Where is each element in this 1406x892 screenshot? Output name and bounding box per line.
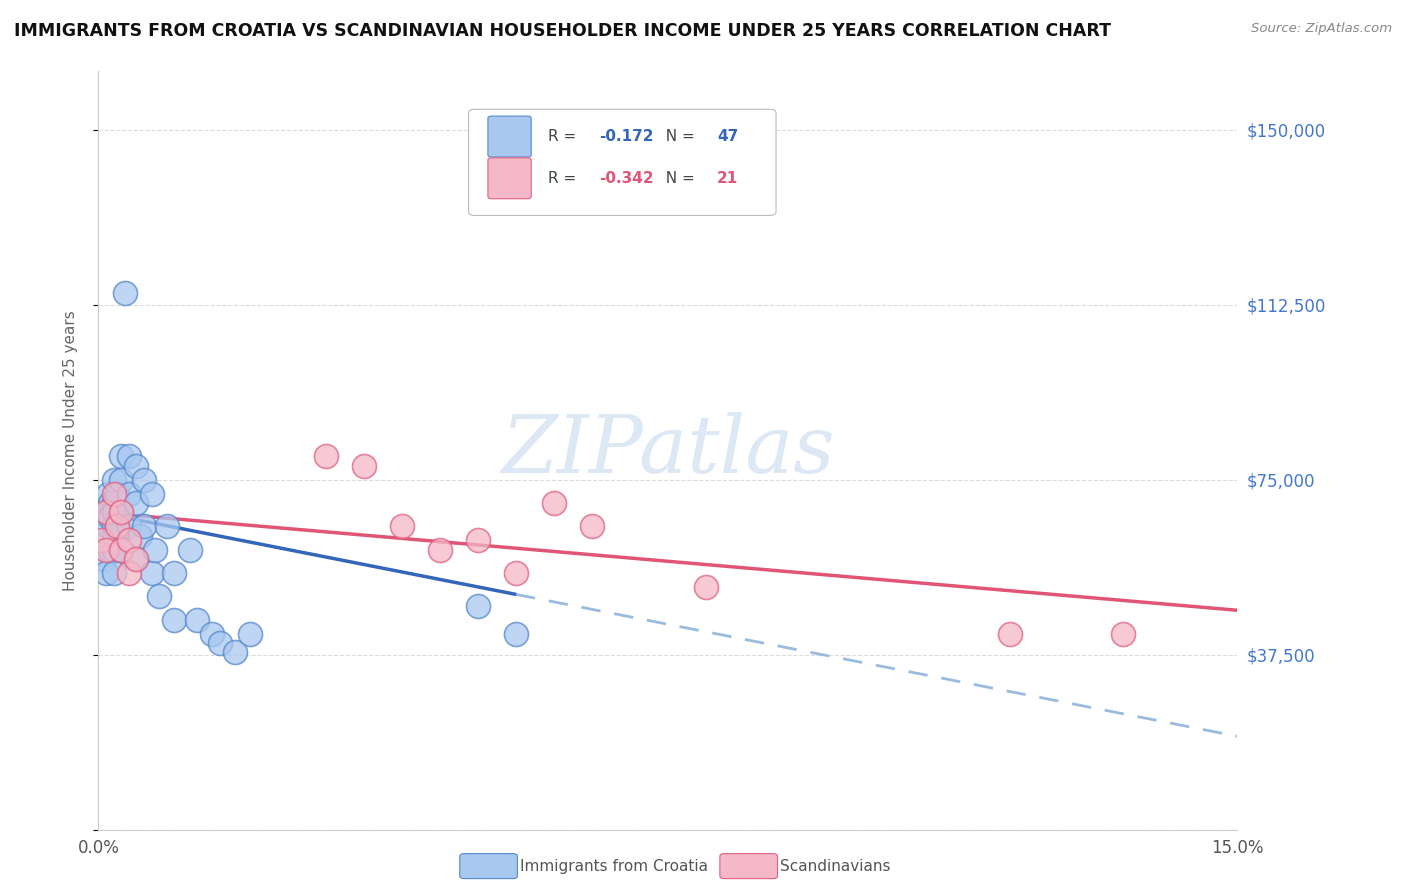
Point xyxy=(107,519,129,533)
Point xyxy=(315,450,337,464)
Text: Immigrants from Croatia: Immigrants from Croatia xyxy=(520,859,709,873)
Point xyxy=(132,473,155,487)
Point xyxy=(110,542,132,557)
Point xyxy=(118,566,141,580)
Point xyxy=(125,496,148,510)
Point xyxy=(148,589,170,603)
FancyBboxPatch shape xyxy=(488,158,531,199)
FancyBboxPatch shape xyxy=(468,110,776,216)
Point xyxy=(186,613,208,627)
Point xyxy=(91,533,114,548)
Point xyxy=(239,626,262,640)
Point xyxy=(103,473,125,487)
Text: 47: 47 xyxy=(717,129,738,145)
Point xyxy=(103,496,125,510)
Point xyxy=(125,458,148,473)
Text: 21: 21 xyxy=(717,170,738,186)
Point xyxy=(129,528,152,542)
Point xyxy=(96,519,118,533)
Point xyxy=(110,505,132,519)
Point xyxy=(107,486,129,500)
Point xyxy=(163,613,186,627)
Point xyxy=(163,566,186,580)
FancyBboxPatch shape xyxy=(488,116,531,157)
Text: R =: R = xyxy=(548,129,582,145)
Point xyxy=(543,496,565,510)
Point xyxy=(94,542,117,557)
Point xyxy=(224,645,246,659)
Point xyxy=(505,626,527,640)
Point xyxy=(110,542,132,557)
Point xyxy=(1112,626,1135,640)
Text: ZIPatlas: ZIPatlas xyxy=(501,412,835,489)
Point xyxy=(467,533,489,548)
Point xyxy=(208,636,231,650)
Point xyxy=(141,486,163,500)
Point xyxy=(110,505,132,519)
Text: -0.342: -0.342 xyxy=(599,170,654,186)
Point xyxy=(132,519,155,533)
Point xyxy=(114,285,136,300)
Point xyxy=(118,519,141,533)
Text: Scandinavians: Scandinavians xyxy=(780,859,891,873)
Point xyxy=(94,505,117,519)
Point xyxy=(103,486,125,500)
Point xyxy=(145,542,167,557)
Point xyxy=(91,528,114,542)
Point xyxy=(118,486,141,500)
Point xyxy=(118,450,141,464)
Point xyxy=(505,566,527,580)
Point xyxy=(118,533,141,548)
Text: Source: ZipAtlas.com: Source: ZipAtlas.com xyxy=(1251,22,1392,36)
Point xyxy=(125,552,148,566)
Point xyxy=(141,566,163,580)
Point xyxy=(467,599,489,613)
Point xyxy=(110,450,132,464)
Point xyxy=(581,519,603,533)
Point xyxy=(98,510,121,524)
Point xyxy=(103,505,125,519)
Y-axis label: Householder Income Under 25 years: Householder Income Under 25 years xyxy=(63,310,77,591)
Point xyxy=(94,505,117,519)
Point xyxy=(179,542,201,557)
Text: R =: R = xyxy=(548,170,582,186)
Point xyxy=(103,566,125,580)
Point xyxy=(695,580,717,594)
Point xyxy=(998,626,1021,640)
Point xyxy=(156,519,179,533)
Text: N =: N = xyxy=(657,170,700,186)
Point xyxy=(107,519,129,533)
Point xyxy=(94,566,117,580)
Text: N =: N = xyxy=(657,129,700,145)
Text: IMMIGRANTS FROM CROATIA VS SCANDINAVIAN HOUSEHOLDER INCOME UNDER 25 YEARS CORREL: IMMIGRANTS FROM CROATIA VS SCANDINAVIAN … xyxy=(14,22,1111,40)
Point xyxy=(93,552,115,566)
Text: -0.172: -0.172 xyxy=(599,129,654,145)
Point xyxy=(429,542,451,557)
Point xyxy=(391,519,413,533)
Point xyxy=(201,626,224,640)
Point xyxy=(103,542,125,557)
Point xyxy=(98,542,121,557)
Point xyxy=(103,519,125,533)
Point xyxy=(96,486,118,500)
Point xyxy=(125,552,148,566)
Point xyxy=(353,458,375,473)
Point xyxy=(110,473,132,487)
Point xyxy=(104,528,127,542)
Point xyxy=(98,496,121,510)
